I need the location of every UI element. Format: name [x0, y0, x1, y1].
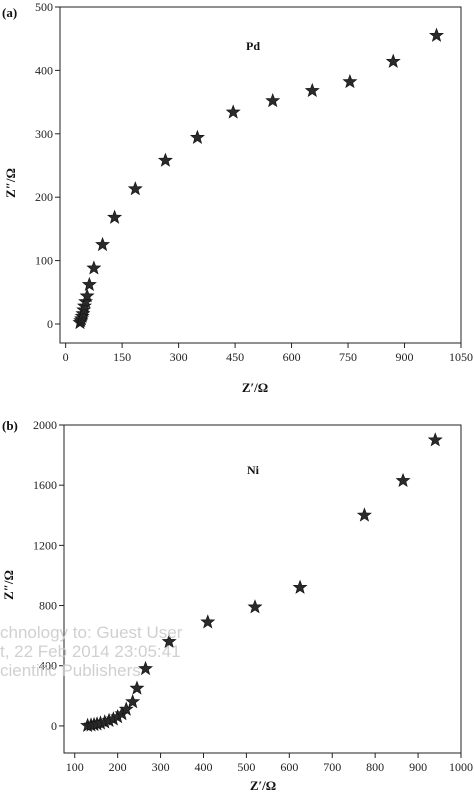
data-point-star-a	[81, 276, 97, 292]
data-point-star-a	[86, 260, 102, 275]
panel-label-b: (b)	[2, 418, 18, 433]
data-point-star-a	[95, 236, 111, 252]
data-point-star-a	[79, 288, 95, 303]
chart-ni: (b) Ni Z′/Ω Z″/Ω 100 200 300 400 500 600 700 80…	[1, 418, 473, 793]
x-tick-label-b: 300	[152, 760, 170, 774]
x-tick-label-a: 600	[283, 350, 301, 364]
data-point-star-a	[342, 73, 358, 89]
x-tick-label-a: 450	[226, 350, 244, 364]
data-point-star-b	[356, 507, 372, 522]
x-tick-label-b: 800	[366, 760, 384, 774]
series-label-pd: Pd	[246, 39, 260, 53]
y-tick-label-b: 1200	[33, 538, 57, 552]
data-point-star-b	[292, 579, 308, 594]
x-tick-label-b: 1000	[449, 760, 473, 774]
x-tick-label-b: 900	[409, 760, 427, 774]
y-tick-label-a: 500	[35, 0, 53, 14]
data-point-star-a	[127, 181, 143, 196]
data-point-star-b	[247, 599, 263, 614]
x-tick-label-a: 900	[396, 350, 414, 364]
data-point-star-b	[129, 680, 145, 695]
x-tick-label-b: 500	[237, 760, 255, 774]
data-point-star-a	[265, 92, 281, 108]
y-tick-label-a: 0	[47, 317, 53, 331]
watermark-line-1: chnology to: Guest User	[0, 623, 183, 642]
y-tick-label-a: 300	[35, 127, 53, 141]
x-tick-label-a: 1050	[449, 350, 473, 364]
data-point-star-b	[161, 633, 177, 649]
x-tick-label-b: 200	[109, 760, 127, 774]
y-tick-label-a: 400	[35, 63, 53, 77]
data-point-star-a	[157, 152, 173, 167]
x-axis-label-b: Z′/Ω	[250, 778, 276, 793]
plot-frame-b	[63, 424, 462, 754]
x-tick-label-b: 400	[194, 760, 212, 774]
x-tick-label-a: 750	[339, 350, 357, 364]
data-point-star-a	[189, 129, 205, 144]
panel-label-a: (a)	[2, 5, 17, 20]
y-tick-label-b: 0	[51, 719, 57, 733]
y-tick-label-a: 100	[35, 254, 53, 268]
x-tick-label-a: 0	[63, 350, 69, 364]
watermark: chnology to: Guest User t, 22 Feb 2014 2…	[0, 623, 183, 680]
data-point-star-b	[118, 701, 134, 716]
y-tick-label-b: 1600	[33, 478, 57, 492]
x-tick-label-a: 300	[170, 350, 188, 364]
plot-frame-a	[59, 6, 462, 344]
data-point-star-b	[138, 660, 154, 676]
y-tick-label-b: 400	[39, 659, 57, 673]
x-tick-label-b: 600	[280, 760, 298, 774]
data-point-star-a	[385, 53, 401, 68]
chart-pd: (a) Pd Z′/Ω Z″/Ω 0 150 300 450 600 750 900 1050…	[2, 0, 473, 395]
watermark-line-2: t, 22 Feb 2014 23:05:41	[0, 642, 181, 661]
data-point-star-b	[125, 693, 141, 709]
x-tick-label-a: 150	[113, 350, 131, 364]
data-point-star-a	[429, 27, 444, 42]
x-tick-label-b: 100	[66, 760, 84, 774]
series-label-ni: Ni	[247, 463, 260, 477]
data-point-star-b	[395, 472, 411, 488]
y-axis-label-a: Z″/Ω	[3, 168, 18, 198]
data-point-star-b	[200, 614, 216, 629]
data-point-star-a	[225, 104, 241, 119]
data-point-star-a	[107, 209, 123, 224]
x-tick-label-b: 700	[323, 760, 341, 774]
y-tick-label-b: 2000	[33, 418, 57, 432]
y-axis-label-b: Z″/Ω	[1, 570, 16, 600]
x-axis-label-a: Z′/Ω	[242, 380, 268, 395]
data-point-star-a	[304, 82, 320, 98]
watermark-line-3: cientific Publishers	[0, 661, 141, 680]
data-point-star-b	[427, 432, 443, 447]
y-tick-label-a: 200	[35, 190, 53, 204]
y-tick-label-b: 800	[39, 599, 57, 613]
